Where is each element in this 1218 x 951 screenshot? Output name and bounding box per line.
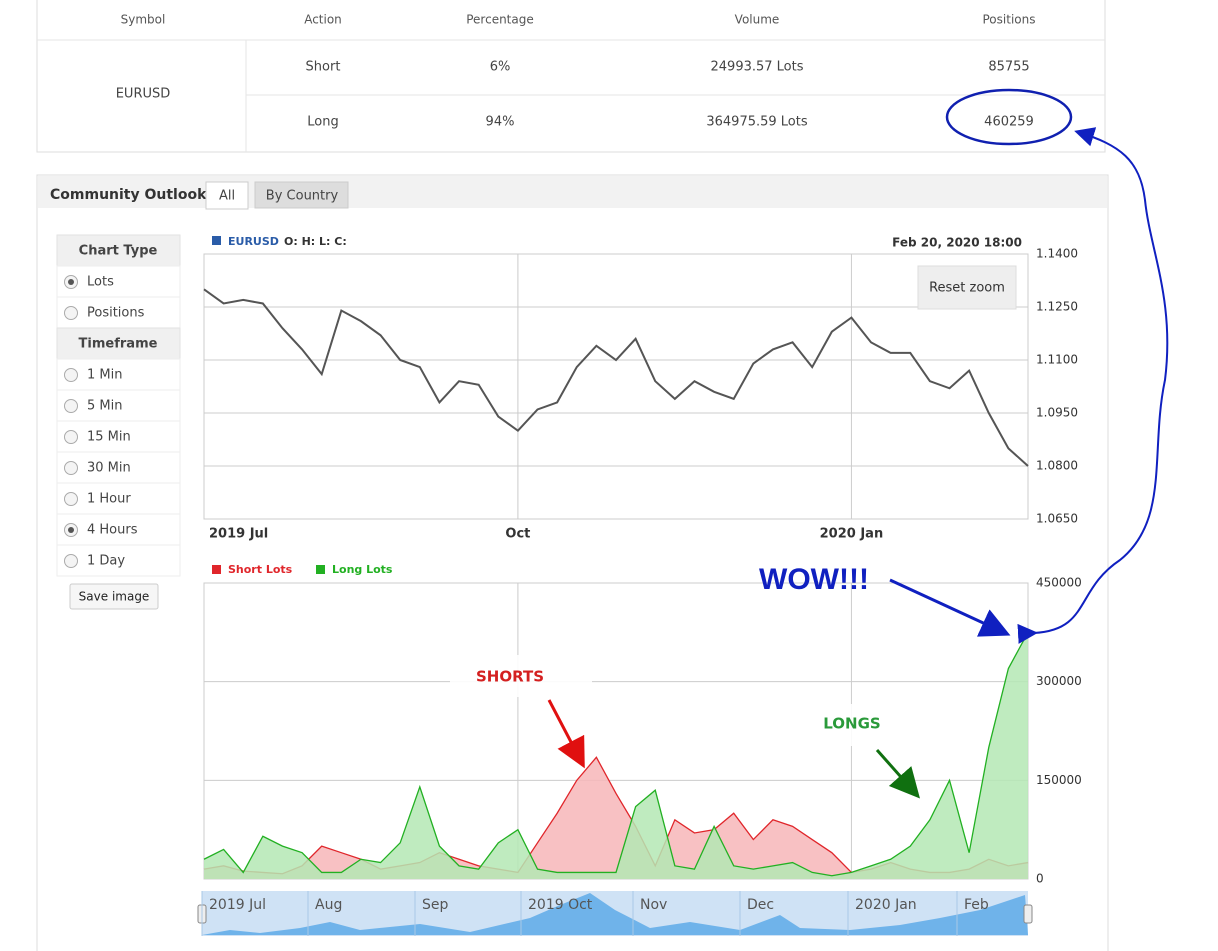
header-cell: Positions — [983, 13, 1036, 27]
option-label[interactable]: 4 Hours — [87, 523, 138, 538]
header-cell: Percentage — [466, 13, 534, 27]
radio[interactable] — [64, 399, 78, 413]
price-line — [203, 288, 1029, 467]
y-tick-label: 1.0950 — [1036, 406, 1078, 420]
section-header — [56, 234, 181, 267]
tab[interactable] — [254, 181, 349, 209]
radio[interactable] — [64, 461, 78, 475]
cell: 24993.57 Lots — [711, 60, 804, 75]
legend-marker — [316, 565, 325, 574]
nav-label: Feb — [964, 897, 989, 913]
connector-arrow — [1017, 127, 1169, 644]
save-button[interactable] — [69, 583, 159, 610]
nav-handle[interactable] — [1023, 904, 1033, 924]
area-line — [203, 632, 1029, 877]
x-tick-label: Oct — [505, 527, 530, 542]
x-tick-label: 2020 Jan — [820, 527, 884, 542]
legend-label: Short Lots — [228, 563, 293, 576]
cell: Short — [306, 60, 341, 75]
arrow — [875, 749, 920, 799]
nav-label: Nov — [640, 897, 667, 913]
section-header — [56, 327, 181, 360]
symbol-cell: EURUSD — [116, 87, 171, 102]
nav-label: Dec — [747, 897, 774, 913]
annotation: WOW!!! — [759, 563, 869, 596]
radio[interactable] — [64, 306, 78, 320]
cell: 85755 — [988, 60, 1029, 75]
arrow — [547, 699, 585, 769]
section-title: Timeframe — [79, 337, 158, 352]
y-tick-label: 300000 — [1036, 674, 1082, 688]
tab[interactable] — [205, 181, 249, 210]
cell: 6% — [490, 60, 511, 75]
arrow — [889, 578, 1011, 637]
navigator-labels: 2019 Jul Aug Sep 2019 Oct Nov Dec 2020 Jan Feb — [201, 891, 989, 936]
annotation-box — [790, 704, 910, 746]
annotation: SHORTS — [476, 668, 544, 686]
legend-marker — [212, 236, 221, 245]
cell: 94% — [486, 115, 515, 130]
option-label[interactable]: 30 Min — [87, 461, 131, 476]
tab-label[interactable]: By Country — [266, 189, 339, 204]
panel-title: Community Outlook — [50, 187, 207, 203]
y-tick-label: 1.1400 — [1036, 247, 1078, 261]
save-button-label[interactable]: Save image — [79, 590, 150, 604]
y-tick-label: 150000 — [1036, 773, 1082, 787]
option-label[interactable]: 1 Day — [87, 554, 125, 569]
table: Symbol Action Percentage Volume Positions EUR… — [116, 13, 1036, 130]
cell: 460259 — [984, 115, 1034, 130]
legend-label: EURUSD — [228, 235, 279, 248]
nav-label: Sep — [422, 897, 449, 913]
y-tick-label: 1.0650 — [1036, 512, 1078, 526]
option-label[interactable]: 1 Min — [87, 368, 122, 383]
legend-label: Long Lots — [332, 563, 393, 576]
option-label[interactable]: 5 Min — [87, 399, 122, 414]
header-cell: Action — [304, 13, 342, 27]
option-row — [56, 482, 181, 515]
y-tick-label: 1.1100 — [1036, 353, 1078, 367]
legend-marker — [212, 565, 221, 574]
ohlc-label: O: H: L: C: — [284, 235, 347, 248]
radio[interactable] — [64, 492, 78, 506]
area-fill — [204, 632, 1028, 879]
sidebar: Chart Type Lots Positions Timeframe 1 Min 5 M… — [56, 234, 181, 577]
highlight-circle — [945, 88, 1073, 146]
table-box — [36, 0, 1106, 153]
area-fill — [204, 757, 1028, 879]
cell: Long — [307, 115, 338, 130]
nav-label: 2019 Jul — [209, 897, 266, 913]
reset-zoom-label[interactable]: Reset zoom — [929, 281, 1005, 296]
x-tick-label: 2019 Jul — [209, 527, 268, 542]
radio[interactable] — [64, 368, 78, 382]
annotation: LONGS — [823, 715, 880, 733]
charts: 1.0650 1.0800 1.0950 1.1100 1.1250 1.1400 2019… — [203, 247, 1082, 886]
option-label[interactable]: Positions — [87, 306, 145, 321]
option-label[interactable]: 15 Min — [87, 430, 131, 445]
annotation-box — [450, 655, 592, 697]
timestamp: Feb 20, 2020 18:00 — [892, 236, 1022, 250]
reset-zoom[interactable] — [917, 265, 1017, 310]
y-tick-label: 1.0800 — [1036, 459, 1078, 473]
radio[interactable] — [64, 554, 78, 568]
y-tick-label: 1.1250 — [1036, 300, 1078, 314]
option-label[interactable]: Lots — [87, 275, 114, 290]
radio[interactable] — [64, 430, 78, 444]
y-tick-label: 0 — [1036, 872, 1044, 886]
nav-label: 2020 Jan — [855, 897, 917, 913]
radio-dot[interactable] — [68, 527, 74, 533]
y-tick-label: 450000 — [1036, 576, 1082, 590]
option-label[interactable]: 1 Hour — [87, 492, 131, 507]
cell: 364975.59 Lots — [706, 115, 807, 130]
tab-label[interactable]: All — [219, 189, 235, 204]
header-cell: Volume — [735, 13, 780, 27]
nav-label: 2019 Oct — [528, 897, 593, 913]
nav-label: Aug — [315, 897, 342, 913]
header-cell: Symbol — [121, 13, 166, 27]
section-title: Chart Type — [79, 244, 158, 259]
plot-area — [203, 253, 1029, 520]
radio-dot[interactable] — [68, 279, 74, 285]
navigator-area — [202, 893, 1028, 935]
